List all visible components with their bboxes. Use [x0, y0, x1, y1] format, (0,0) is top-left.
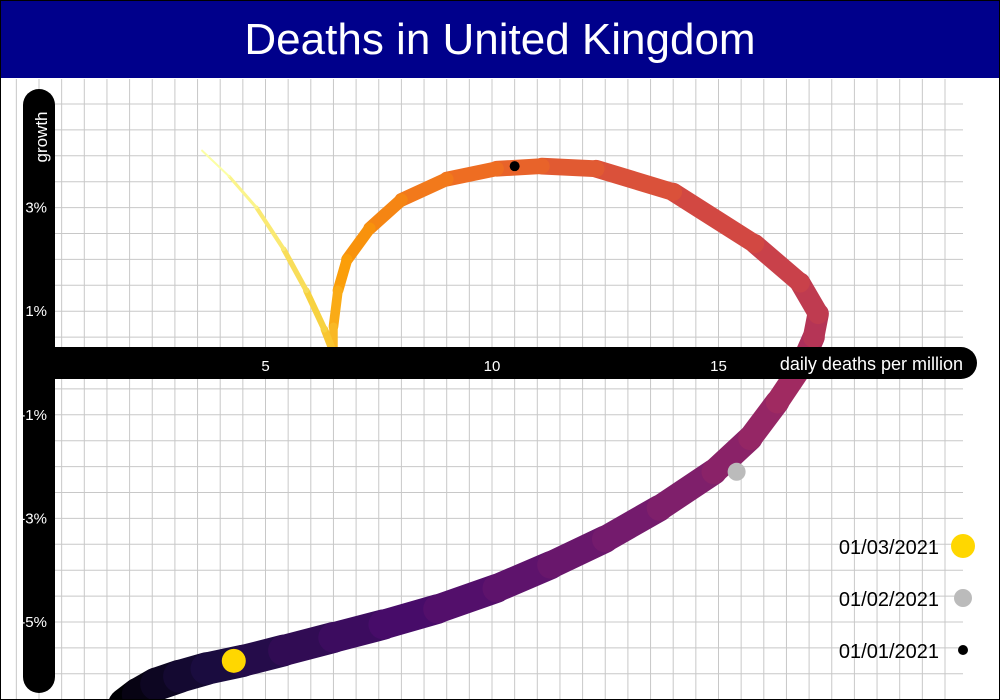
legend-label: 01/01/2021: [839, 641, 939, 663]
series-segment: [332, 254, 353, 296]
date-markers: [221, 161, 746, 673]
series-segment: [363, 193, 408, 235]
y-tick-label: -5%: [20, 614, 47, 631]
y-tick-label: -1%: [20, 407, 47, 424]
legend-marker: [958, 645, 968, 655]
series-segment: [744, 234, 810, 293]
chart-title: Deaths in United Kingdom: [1, 1, 999, 78]
axes: growth 3% 1% -1% -3% -5% 5 10 15 daily deaths per…: [20, 89, 977, 693]
marker-01-01-2021: [509, 161, 520, 172]
y-tick-label: -3%: [20, 510, 47, 527]
series-segment: [303, 287, 328, 333]
series-curve: [109, 149, 829, 699]
legend-label: 01/02/2021: [839, 589, 939, 611]
series-segment: [280, 246, 309, 294]
marker-01-03-2021: [221, 648, 246, 673]
legend-marker: [954, 589, 972, 607]
series-segment: [254, 205, 286, 252]
x-axis-label: daily deaths per million: [780, 354, 963, 374]
legend: 01/03/2021 01/02/2021 01/01/2021: [839, 534, 975, 663]
series-segment: [341, 222, 376, 266]
series-segment: [663, 182, 765, 254]
series-segment: [201, 149, 231, 178]
series-segment: [328, 285, 343, 332]
series-segment: [394, 172, 454, 207]
y-tick-label: 1%: [25, 303, 47, 320]
marker-01-02-2021: [727, 462, 746, 481]
y-tick-label: 3%: [25, 200, 47, 217]
series-segment: [439, 161, 504, 187]
series-segment: [533, 157, 605, 178]
x-tick-label: 5: [261, 358, 269, 375]
x-tick-label: 10: [484, 358, 501, 375]
y-axis-label: growth: [32, 111, 51, 162]
legend-label: 01/03/2021: [839, 537, 939, 559]
legend-marker: [951, 534, 975, 558]
series-segment: [227, 174, 258, 210]
x-tick-label: 15: [710, 358, 727, 375]
series-segment: [587, 159, 683, 201]
